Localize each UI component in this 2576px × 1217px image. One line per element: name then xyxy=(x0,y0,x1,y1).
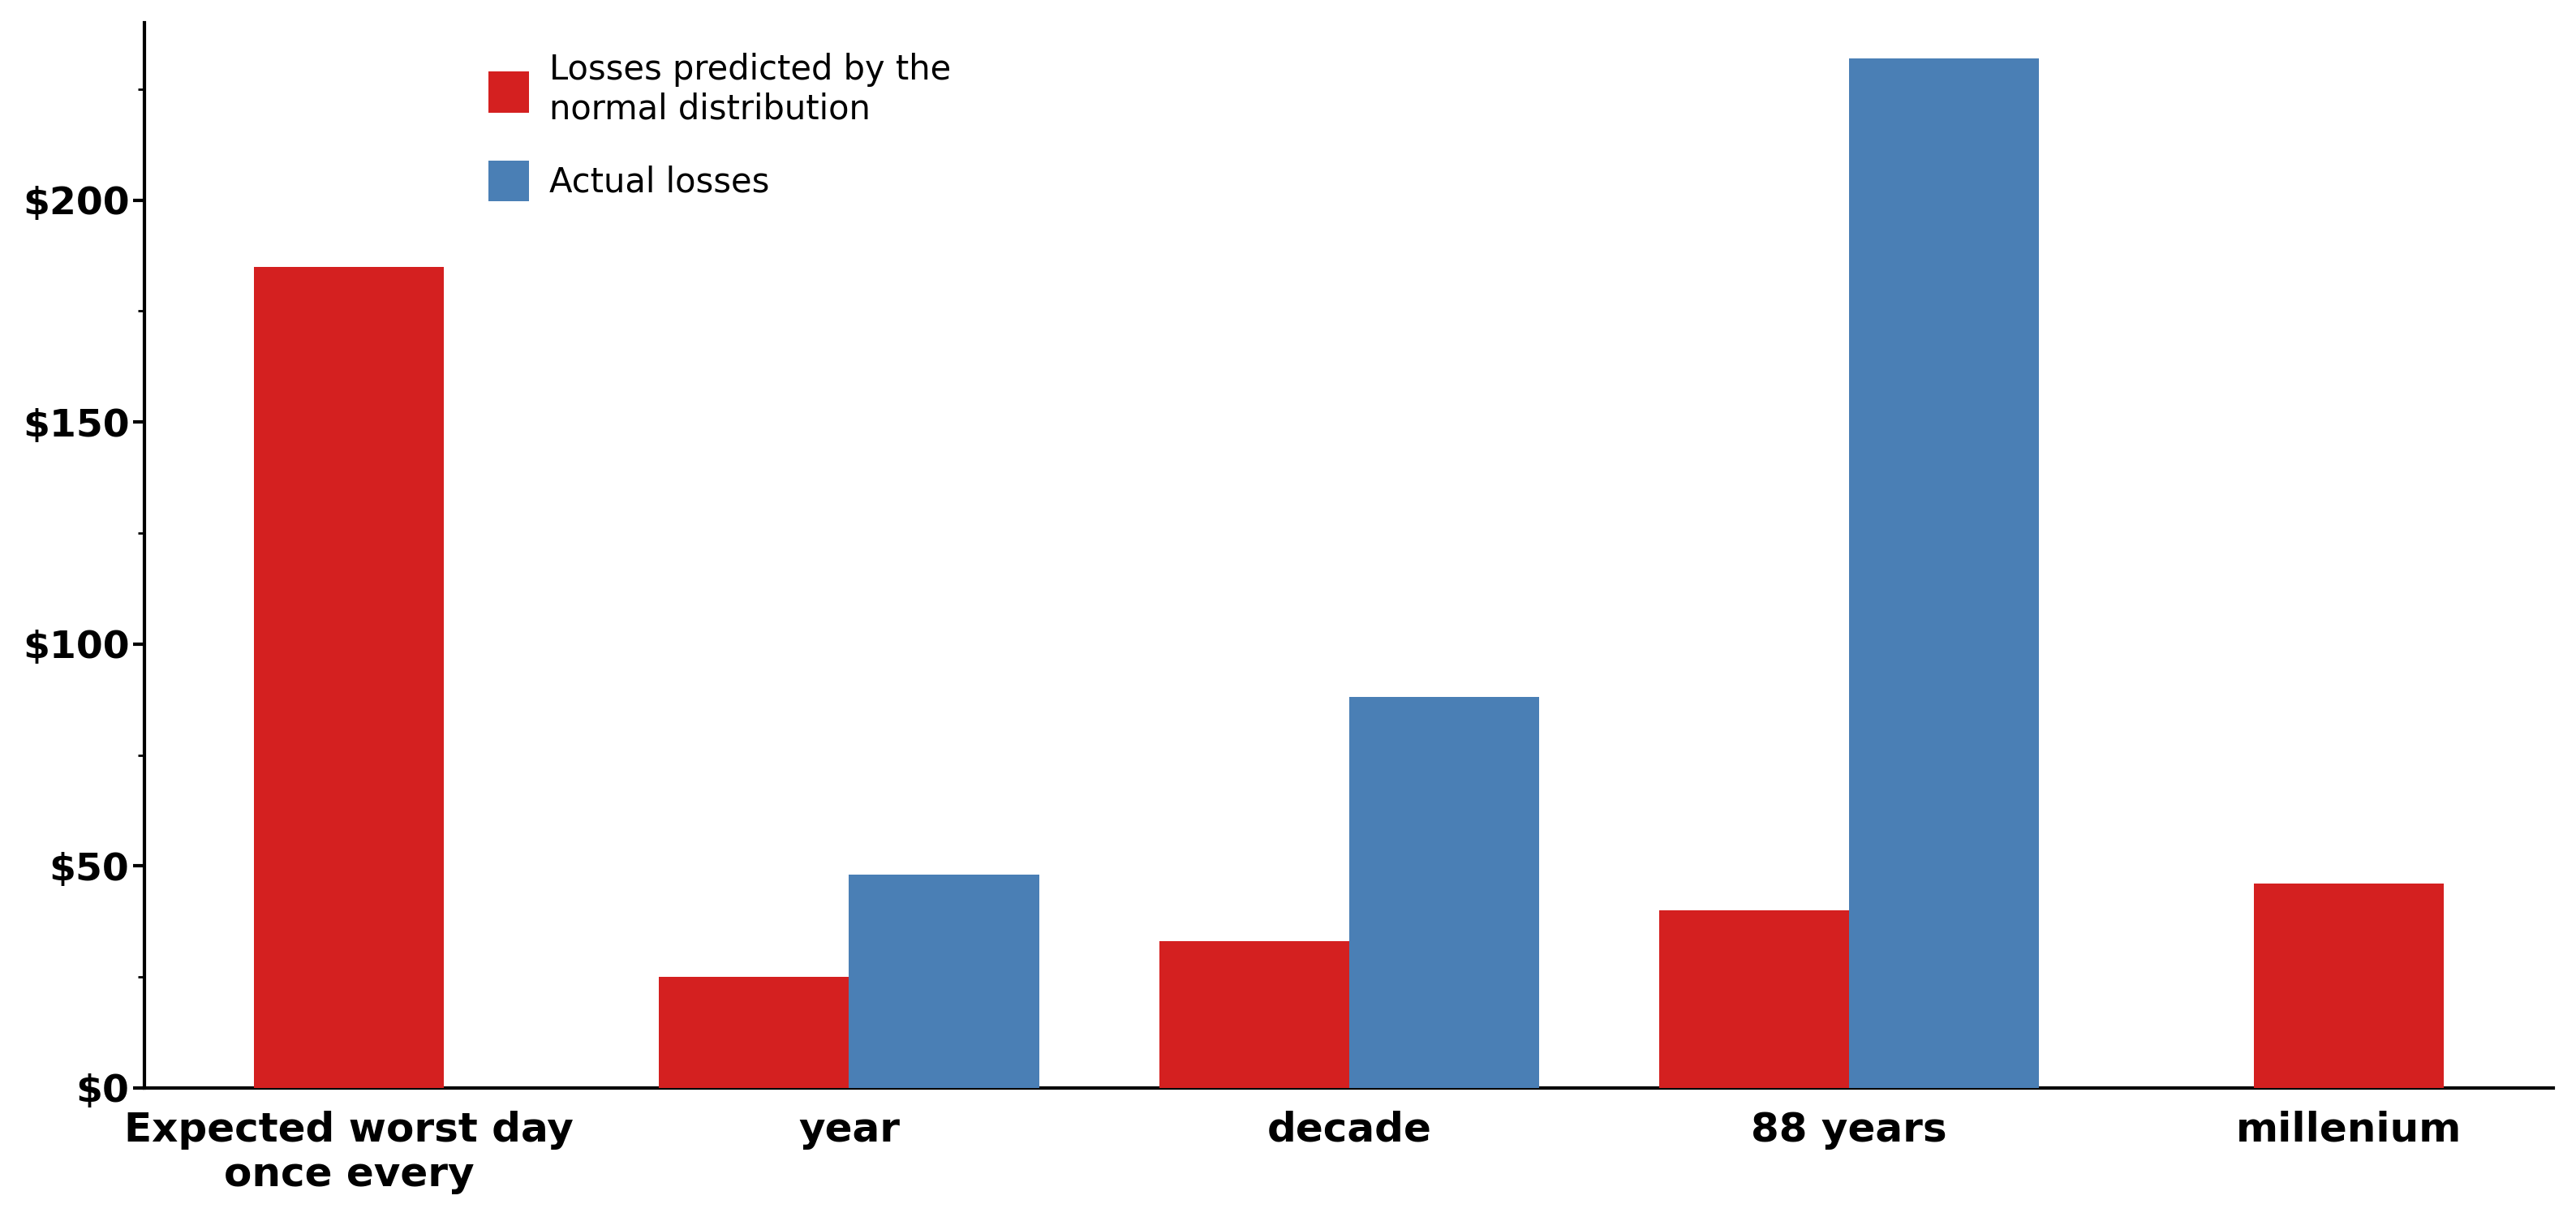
Bar xyxy=(659,977,850,1088)
Bar xyxy=(255,267,443,1088)
Legend: Losses predicted by the
normal distribution, Actual losses: Losses predicted by the normal distribut… xyxy=(474,39,963,215)
Bar xyxy=(850,875,1038,1088)
Bar xyxy=(1659,910,1850,1088)
Bar xyxy=(1350,697,1538,1088)
Bar xyxy=(1850,58,2040,1088)
Bar xyxy=(2254,884,2445,1088)
Bar xyxy=(1159,942,1350,1088)
